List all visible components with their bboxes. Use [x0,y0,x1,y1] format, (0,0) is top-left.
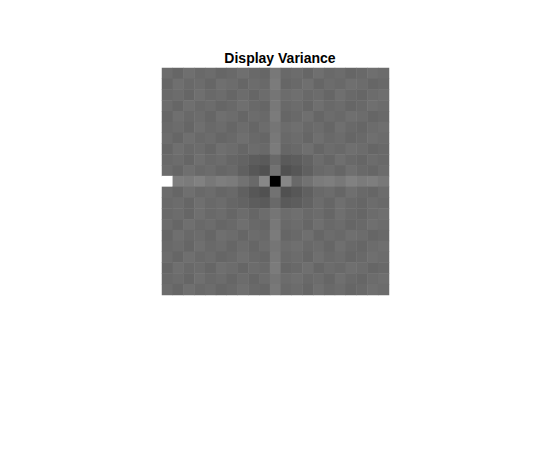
svg-text:Display Variance: Display Variance [224,50,336,66]
